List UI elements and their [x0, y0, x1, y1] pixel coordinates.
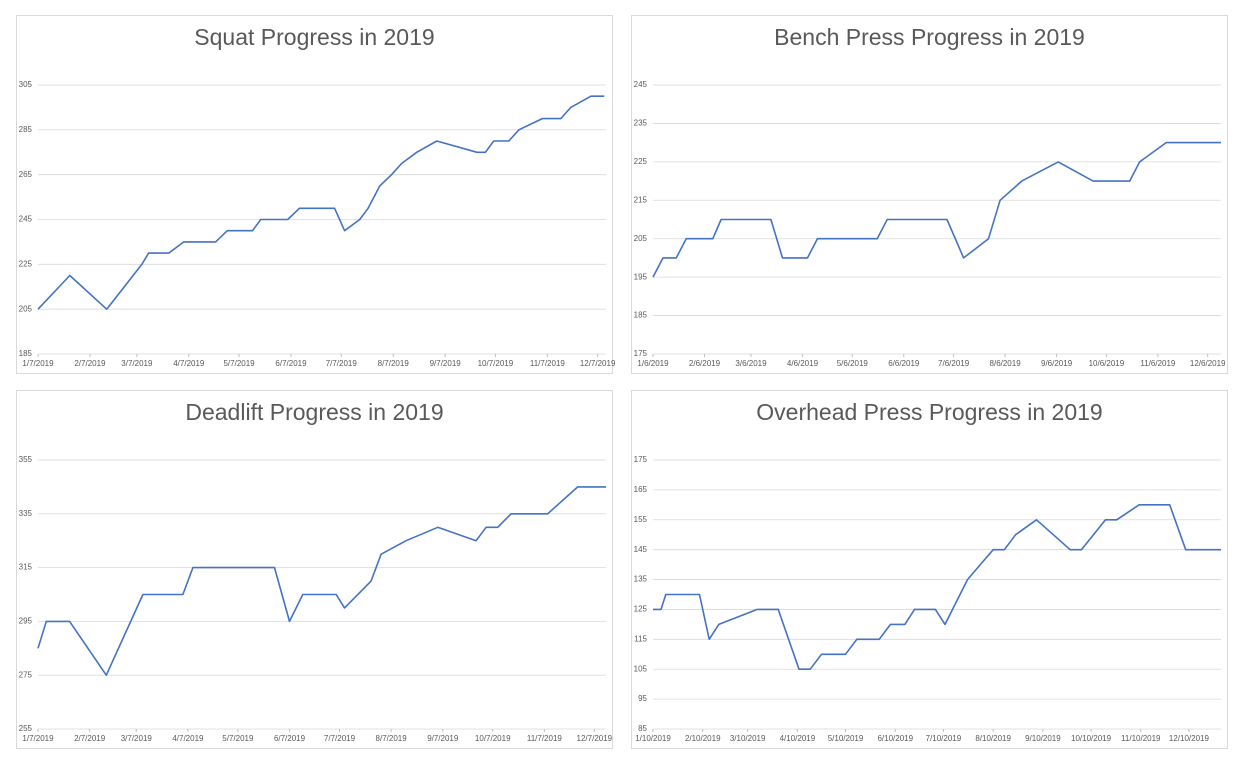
x-tick-label: 1/6/2019: [637, 359, 669, 368]
y-tick-label: 225: [634, 157, 648, 166]
x-tick-label: 9/7/2019: [430, 359, 462, 368]
panel-border: [631, 15, 1228, 374]
y-tick-label: 215: [634, 195, 648, 204]
data-line: [653, 504, 1221, 670]
chart-panel: Overhead Press Progress in 2019 85 95 105 11…: [631, 390, 1228, 749]
x-tick-label: 8/7/2019: [376, 734, 408, 743]
y-tick-label: 355: [19, 455, 33, 464]
x-tick-label: 6/7/2019: [274, 734, 306, 743]
x-tick-label: 10/7/2019: [475, 734, 511, 743]
chart-title: Deadlift Progress in 2019: [185, 399, 443, 425]
x-tick-label: 5/10/2019: [828, 734, 864, 743]
y-tick-label: 335: [19, 509, 33, 518]
y-tick-label: 265: [19, 170, 33, 179]
x-tick-label: 5/6/2019: [837, 359, 869, 368]
x-tick-label: 7/6/2019: [938, 359, 970, 368]
x-tick-label: 7/7/2019: [324, 734, 356, 743]
x-tick-label: 9/7/2019: [427, 734, 459, 743]
y-tick-label: 225: [19, 259, 33, 268]
x-tick-label: 4/10/2019: [780, 734, 816, 743]
chart-panel: Bench Press Progress in 2019 175 185 195 205…: [631, 15, 1228, 374]
y-tick-label: 255: [19, 724, 33, 733]
x-tick-label: 7/7/2019: [326, 359, 358, 368]
y-tick-label: 125: [634, 605, 648, 614]
x-tick-label: 8/10/2019: [975, 734, 1011, 743]
x-tick-label: 11/7/2019: [530, 359, 566, 368]
x-tick-label: 9/6/2019: [1041, 359, 1073, 368]
x-tick-label: 12/7/2019: [577, 734, 613, 743]
y-tick-label: 315: [19, 563, 33, 572]
x-tick-label: 2/10/2019: [685, 734, 721, 743]
y-tick-label: 115: [634, 634, 647, 643]
x-tick-label: 12/6/2019: [1190, 359, 1226, 368]
y-tick-label: 175: [634, 455, 648, 464]
x-tick-label: 10/10/2019: [1071, 734, 1112, 743]
x-tick-label: 11/6/2019: [1140, 359, 1176, 368]
x-tick-label: 1/7/2019: [22, 734, 54, 743]
x-tick-label: 10/6/2019: [1089, 359, 1125, 368]
x-tick-label: 3/10/2019: [730, 734, 766, 743]
y-tick-label: 145: [634, 545, 648, 554]
y-tick-label: 245: [19, 215, 33, 224]
x-tick-label: 6/6/2019: [888, 359, 920, 368]
x-tick-label: 10/7/2019: [478, 359, 514, 368]
y-tick-label: 285: [19, 125, 33, 134]
y-tick-label: 165: [634, 485, 648, 494]
x-tick-label: 1/10/2019: [635, 734, 671, 743]
x-tick-label: 2/7/2019: [74, 359, 106, 368]
x-tick-label: 3/7/2019: [121, 359, 153, 368]
y-tick-label: 95: [638, 694, 647, 703]
x-tick-label: 11/10/2019: [1121, 734, 1161, 743]
y-tick-label: 205: [19, 304, 33, 313]
x-tick-label: 5/7/2019: [223, 359, 255, 368]
y-tick-label: 155: [634, 515, 648, 524]
y-tick-label: 295: [19, 617, 33, 626]
data-line: [37, 486, 606, 676]
x-tick-label: 6/10/2019: [877, 734, 913, 743]
panel-border: [16, 15, 613, 374]
x-tick-label: 11/7/2019: [527, 734, 563, 743]
y-tick-label: 135: [634, 575, 648, 584]
x-tick-label: 4/6/2019: [787, 359, 819, 368]
y-tick-label: 175: [634, 349, 648, 358]
y-tick-label: 85: [638, 724, 647, 733]
x-tick-label: 4/7/2019: [172, 734, 204, 743]
y-tick-label: 185: [634, 311, 648, 320]
x-tick-label: 5/7/2019: [222, 734, 254, 743]
y-tick-label: 275: [19, 670, 33, 679]
panel-border: [16, 390, 613, 749]
x-tick-label: 12/10/2019: [1169, 734, 1210, 743]
chart-title: Overhead Press Progress in 2019: [756, 399, 1102, 425]
x-tick-label: 3/6/2019: [735, 359, 767, 368]
x-tick-label: 7/10/2019: [926, 734, 962, 743]
x-tick-label: 2/7/2019: [74, 734, 106, 743]
y-tick-label: 195: [634, 272, 648, 281]
x-tick-label: 9/10/2019: [1025, 734, 1061, 743]
y-tick-label: 305: [19, 80, 33, 89]
data-line: [652, 141, 1221, 278]
x-tick-label: 6/7/2019: [275, 359, 307, 368]
panel-border: [631, 390, 1228, 749]
x-tick-label: 2/6/2019: [689, 359, 721, 368]
x-tick-label: 8/6/2019: [990, 359, 1022, 368]
y-tick-label: 245: [634, 80, 648, 89]
x-tick-label: 3/7/2019: [121, 734, 153, 743]
x-tick-label: 12/7/2019: [580, 359, 616, 368]
y-tick-label: 185: [19, 349, 33, 358]
y-tick-label: 205: [634, 234, 648, 243]
x-tick-label: 8/7/2019: [378, 359, 410, 368]
chart-panel: Squat Progress in 2019 185 205 225 245 265 285…: [16, 15, 616, 374]
y-tick-label: 105: [634, 664, 648, 673]
data-line: [37, 95, 605, 310]
chart-panel: Deadlift Progress in 2019 255 275 295 315 335…: [16, 390, 613, 749]
x-tick-label: 1/7/2019: [22, 359, 54, 368]
y-tick-label: 235: [634, 119, 648, 128]
chart-title: Squat Progress in 2019: [194, 24, 434, 50]
x-tick-label: 4/7/2019: [173, 359, 205, 368]
chart-title: Bench Press Progress in 2019: [774, 24, 1085, 50]
